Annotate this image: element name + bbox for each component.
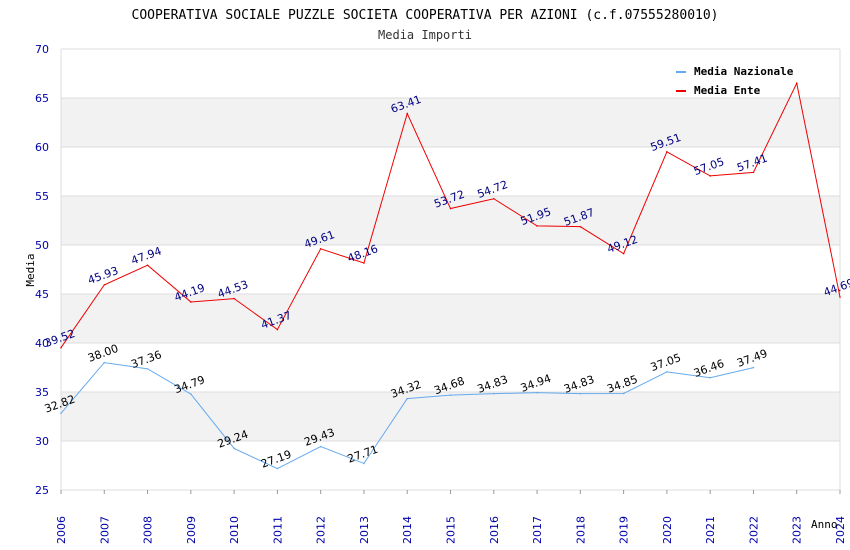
data-point <box>752 366 755 369</box>
legend-label: Media Ente <box>694 84 761 97</box>
y-tick-label: 40 <box>35 337 49 350</box>
x-tick-label: 2009 <box>185 516 198 544</box>
y-tick-label: 65 <box>35 92 49 105</box>
y-axis-label: Media <box>24 253 37 286</box>
data-point <box>536 225 538 227</box>
y-tick-label: 60 <box>35 141 49 154</box>
data-point <box>190 301 192 303</box>
data-point <box>276 328 279 331</box>
grid-band <box>61 196 840 245</box>
y-axis-ticks: 25 30 35 40 45 50 55 60 65 70 <box>35 43 49 497</box>
x-tick-label: 2011 <box>271 516 284 544</box>
data-point <box>103 284 106 286</box>
series-lines <box>60 81 841 470</box>
data-point <box>579 392 582 395</box>
data-label: 48.16 <box>346 242 380 265</box>
x-tick-label: 2016 <box>488 516 501 544</box>
grid-band <box>61 392 840 441</box>
data-point <box>276 467 279 470</box>
data-point <box>449 394 452 396</box>
data-point <box>839 296 841 298</box>
data-label: 45.93 <box>86 264 120 287</box>
x-tick-label: 2006 <box>55 516 68 544</box>
chart-subtitle: Media Importi <box>378 28 472 42</box>
data-label: 37.05 <box>649 351 683 374</box>
x-tick-label: 2023 <box>791 516 804 544</box>
data-point <box>146 264 149 266</box>
data-label: 38.00 <box>86 342 120 365</box>
data-point <box>622 392 625 395</box>
data-point <box>666 151 668 153</box>
data-label: 39.52 <box>43 327 77 350</box>
x-tick-label: 2024 <box>834 516 847 544</box>
y-tick-label: 50 <box>35 239 49 252</box>
data-point <box>406 397 409 400</box>
chart-title: COOPERATIVA SOCIALE PUZZLE SOCIETA COOPE… <box>132 8 719 23</box>
x-tick-label: 2013 <box>358 516 371 544</box>
data-label: 27.19 <box>259 448 293 471</box>
data-point <box>319 445 322 448</box>
y-tick-label: 25 <box>35 484 49 497</box>
x-tick-label: 2010 <box>228 516 241 544</box>
data-point <box>233 447 235 450</box>
x-tick-label: 2008 <box>142 516 155 544</box>
data-point <box>319 248 322 250</box>
data-point <box>363 262 365 264</box>
x-tick-label: 2021 <box>704 516 717 544</box>
data-point <box>233 297 235 300</box>
x-tick-label: 2022 <box>747 516 760 544</box>
data-point <box>709 376 711 379</box>
x-tick-label: 2014 <box>401 516 414 544</box>
data-point <box>190 393 192 395</box>
data-point <box>449 207 452 210</box>
x-tick-label: 2015 <box>445 516 458 544</box>
x-tick-label: 2019 <box>618 516 631 544</box>
y-tick-label: 55 <box>35 190 49 203</box>
data-point <box>536 391 538 394</box>
x-axis-ticks: 2006 2007 2008 2009 2010 2011 2012 2013 2014 2015… <box>55 490 847 544</box>
data-label: 36.46 <box>692 357 726 380</box>
data-point <box>363 462 365 465</box>
y-tick-label: 70 <box>35 43 49 56</box>
data-point <box>492 197 495 200</box>
data-point <box>60 412 62 415</box>
data-label: 34.94 <box>519 372 553 395</box>
x-tick-label: 2012 <box>315 516 328 544</box>
y-tick-label: 45 <box>35 288 49 301</box>
data-label: 57.41 <box>735 152 769 175</box>
data-point <box>103 361 106 364</box>
x-tick-label: 2018 <box>574 516 587 544</box>
data-label: 27.71 <box>346 443 380 466</box>
y-tick-label: 35 <box>35 386 49 399</box>
data-point <box>579 225 582 228</box>
data-point <box>709 175 711 177</box>
data-point <box>622 252 625 255</box>
legend: Media Nazionale Media Ente <box>676 65 794 97</box>
data-point <box>406 112 409 115</box>
x-axis-label: Anno <box>811 518 838 531</box>
y-tick-label: 30 <box>35 435 49 448</box>
data-point <box>60 346 62 349</box>
data-point <box>752 171 755 174</box>
grid-band <box>61 98 840 147</box>
data-label: 37.36 <box>129 348 163 371</box>
legend-label: Media Nazionale <box>694 65 794 78</box>
data-point <box>492 392 495 395</box>
data-label: 47.94 <box>129 244 163 267</box>
data-label: 37.49 <box>735 347 769 370</box>
x-tick-label: 2007 <box>98 516 111 544</box>
data-point <box>146 368 149 370</box>
x-tick-label: 2020 <box>661 516 674 544</box>
data-point <box>666 371 668 373</box>
data-point <box>795 82 798 85</box>
x-tick-label: 2017 <box>531 516 544 544</box>
grid-bands <box>61 98 840 441</box>
